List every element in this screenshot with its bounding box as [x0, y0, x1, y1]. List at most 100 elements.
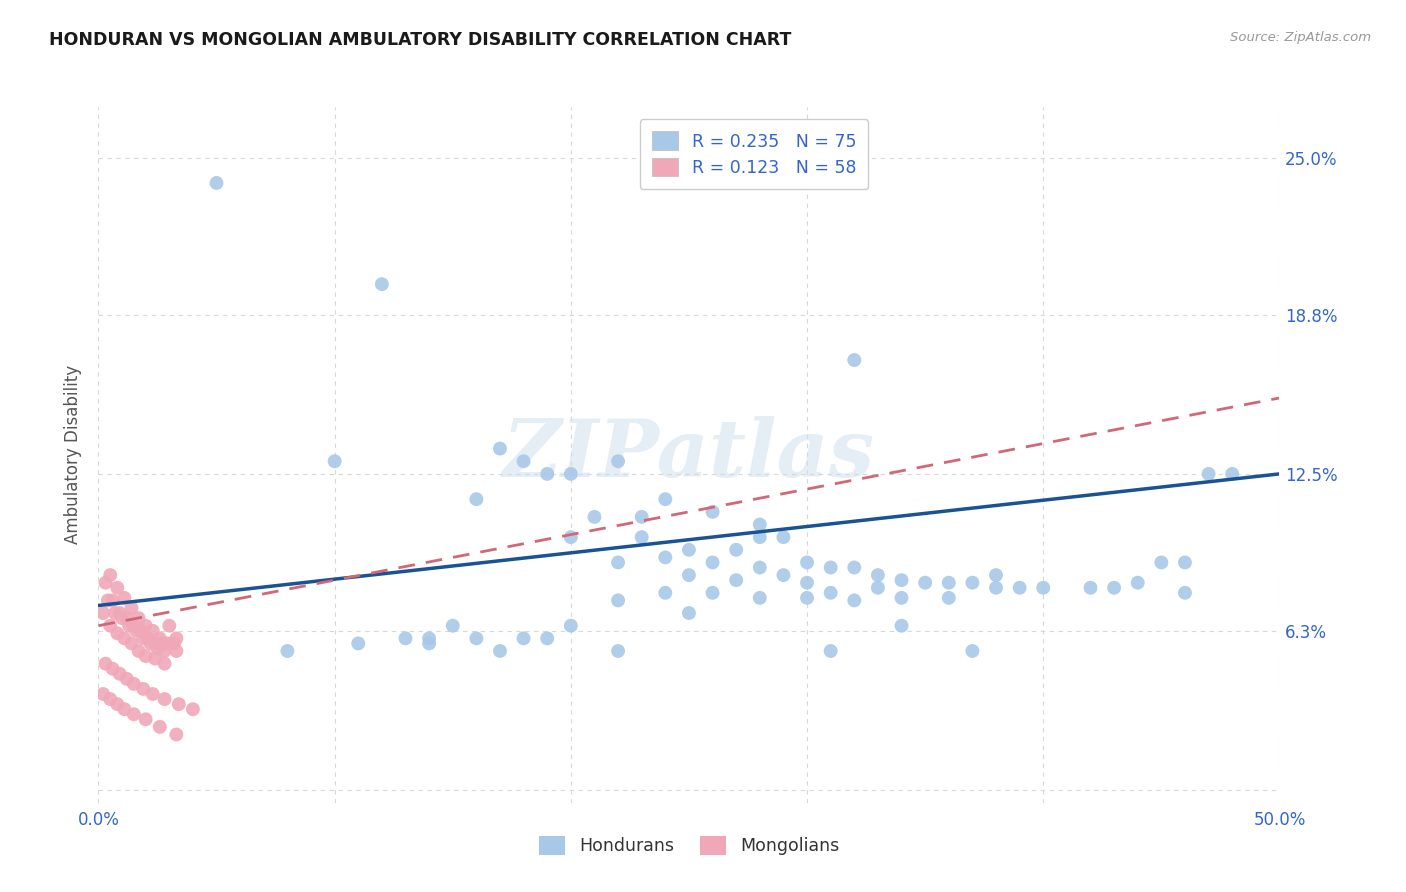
- Point: [121, 636, 143, 650]
- Point: [118, 618, 141, 632]
- Point: [1174, 586, 1197, 600]
- Point: [98, 568, 121, 582]
- Point: [129, 624, 152, 638]
- Text: Source: ZipAtlas.com: Source: ZipAtlas.com: [1230, 31, 1371, 45]
- Point: [101, 593, 124, 607]
- Point: [98, 692, 121, 706]
- Point: [1126, 575, 1149, 590]
- Point: [149, 632, 172, 646]
- Point: [156, 636, 179, 650]
- Point: [844, 560, 866, 574]
- Point: [153, 657, 176, 671]
- Point: [121, 601, 143, 615]
- Point: [560, 530, 582, 544]
- Point: [866, 568, 889, 582]
- Text: HONDURAN VS MONGOLIAN AMBULATORY DISABILITY CORRELATION CHART: HONDURAN VS MONGOLIAN AMBULATORY DISABIL…: [49, 31, 792, 49]
- Point: [115, 611, 138, 625]
- Point: [512, 632, 534, 646]
- Point: [820, 644, 842, 658]
- Point: [128, 644, 150, 658]
- Point: [702, 556, 724, 570]
- Point: [1102, 581, 1125, 595]
- Point: [371, 277, 394, 292]
- Point: [122, 707, 145, 722]
- Point: [112, 702, 135, 716]
- Point: [97, 593, 120, 607]
- Point: [153, 692, 176, 706]
- Y-axis label: Ambulatory Disability: Ambulatory Disability: [65, 366, 83, 544]
- Point: [441, 618, 464, 632]
- Point: [1008, 581, 1031, 595]
- Point: [607, 454, 630, 468]
- Point: [1080, 581, 1102, 595]
- Point: [105, 581, 128, 595]
- Point: [122, 618, 145, 632]
- Point: [796, 556, 818, 570]
- Point: [394, 632, 416, 646]
- Point: [654, 550, 676, 565]
- Point: [91, 606, 114, 620]
- Point: [748, 530, 770, 544]
- Point: [276, 644, 298, 658]
- Point: [890, 573, 912, 587]
- Point: [132, 681, 155, 696]
- Point: [984, 568, 1007, 582]
- Point: [205, 176, 228, 190]
- Point: [128, 611, 150, 625]
- Point: [890, 591, 912, 605]
- Point: [536, 467, 558, 481]
- Point: [630, 509, 652, 524]
- Point: [748, 560, 770, 574]
- Point: [844, 353, 866, 368]
- Point: [146, 641, 169, 656]
- Point: [748, 517, 770, 532]
- Point: [938, 591, 960, 605]
- Point: [914, 575, 936, 590]
- Point: [1150, 556, 1173, 570]
- Point: [418, 632, 440, 646]
- Point: [560, 618, 582, 632]
- Point: [108, 606, 131, 620]
- Point: [962, 644, 984, 658]
- Point: [139, 636, 162, 650]
- Point: [165, 644, 187, 658]
- Point: [866, 581, 889, 595]
- Point: [607, 644, 630, 658]
- Point: [654, 492, 676, 507]
- Point: [105, 626, 128, 640]
- Point: [125, 624, 148, 638]
- Point: [796, 591, 818, 605]
- Point: [820, 560, 842, 574]
- Point: [702, 586, 724, 600]
- Point: [150, 636, 173, 650]
- Legend: Hondurans, Mongolians: Hondurans, Mongolians: [530, 827, 848, 863]
- Point: [465, 492, 488, 507]
- Point: [111, 611, 134, 625]
- Point: [135, 648, 157, 663]
- Point: [725, 542, 748, 557]
- Point: [607, 556, 630, 570]
- Point: [157, 618, 180, 632]
- Point: [149, 720, 172, 734]
- Point: [489, 442, 512, 456]
- Text: ZIPatlas: ZIPatlas: [503, 417, 875, 493]
- Point: [105, 697, 128, 711]
- Point: [108, 666, 131, 681]
- Point: [142, 624, 165, 638]
- Point: [796, 575, 818, 590]
- Point: [347, 636, 370, 650]
- Point: [153, 644, 176, 658]
- Point: [607, 593, 630, 607]
- Point: [844, 593, 866, 607]
- Point: [1174, 556, 1197, 570]
- Point: [702, 505, 724, 519]
- Point: [984, 581, 1007, 595]
- Point: [1032, 581, 1054, 595]
- Point: [142, 687, 165, 701]
- Point: [94, 575, 117, 590]
- Point: [630, 530, 652, 544]
- Point: [678, 568, 700, 582]
- Point: [115, 672, 138, 686]
- Point: [678, 542, 700, 557]
- Point: [962, 575, 984, 590]
